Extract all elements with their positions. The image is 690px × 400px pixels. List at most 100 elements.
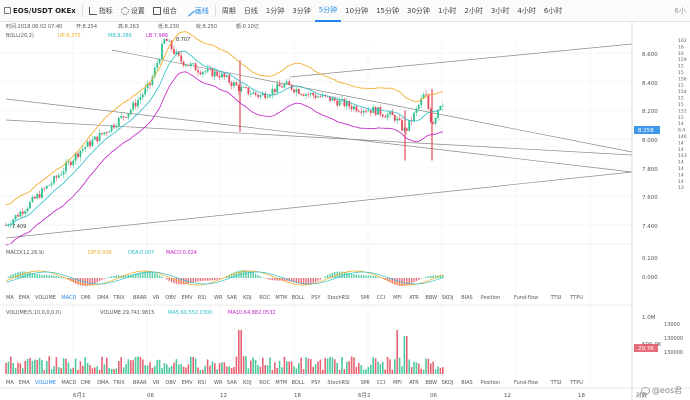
indicator-tab[interactable]: ATR <box>409 380 419 386</box>
indicator-tab[interactable]: BIAS <box>461 295 473 301</box>
period-more[interactable]: 6小 <box>674 6 686 15</box>
indicator-tab[interactable]: StochRSI <box>327 295 349 301</box>
indicator-tab[interactable]: Position <box>481 295 500 301</box>
indicator-tab[interactable]: EMV <box>182 380 193 386</box>
period-10m[interactable]: 10分钟 <box>345 6 369 15</box>
indicator-tab[interactable]: ROC <box>259 295 270 301</box>
indicator-tab[interactable]: BBW <box>425 380 437 386</box>
indicator-tab[interactable]: TRIX <box>112 380 125 386</box>
indicator-tab[interactable]: OBV <box>165 380 176 386</box>
indicator-tab[interactable]: TRIX <box>112 295 125 301</box>
indicator-tab[interactable]: StochRSI <box>327 380 349 386</box>
indicator-tab[interactable]: MFI <box>393 295 402 301</box>
indicator-tab-strip[interactable]: MA EMA VOLUME MACD DMI DMA TRIX BRAR VR OBV EMV RSI… <box>6 295 583 301</box>
indicator-tab[interactable]: Position <box>481 380 500 386</box>
indicator-tab[interactable]: SAR <box>227 380 238 386</box>
indicator-tab[interactable]: VOLUME <box>35 380 56 386</box>
volume-bar <box>53 366 55 374</box>
indicator-tab[interactable]: OBV <box>165 295 176 301</box>
period-30m[interactable]: 30分钟 <box>407 6 430 15</box>
indicator-tab[interactable]: EMA <box>19 295 30 301</box>
indicator-tab[interactable]: DMA <box>97 380 109 386</box>
indicator-tab[interactable]: BIAS <box>461 380 473 386</box>
indicator-tab[interactable]: SAR <box>227 295 238 301</box>
volume-bar <box>192 356 194 374</box>
macd-bar <box>370 275 372 278</box>
candle-body <box>393 115 396 121</box>
indicator-tab-strip[interactable]: MA EMA VOLUME MACD DMI DMA TRIX BRAR VR OBV EMV RSI… <box>6 380 583 386</box>
period-6h[interactable]: 6小时 <box>543 6 563 15</box>
indicator-tab[interactable]: MA <box>6 295 14 301</box>
pair-selector[interactable]: EOS/USDT OKEx <box>0 0 80 22</box>
indicator-tab[interactable]: DMA <box>97 295 109 301</box>
indicator-tab[interactable]: MACD <box>61 380 76 386</box>
indicator-tab[interactable]: BRAR <box>133 295 147 301</box>
indicator-tab[interactable]: WR <box>214 380 223 386</box>
macd-bar <box>36 274 38 278</box>
period-1m[interactable]: 1分钟 <box>265 6 285 15</box>
indicator-tab[interactable]: SMI <box>361 380 370 386</box>
indicator-tab[interactable]: RSI <box>198 295 206 301</box>
indicator-tab[interactable]: MTM <box>275 295 287 301</box>
price-tick: 8.000 <box>642 138 658 144</box>
indicator-tab[interactable]: CCI <box>377 295 385 301</box>
indicator-tab[interactable]: BBW <box>425 295 437 301</box>
indicator-tab[interactable]: Fund-flow <box>514 380 538 386</box>
indicator-tab[interactable]: BOLL <box>292 380 305 386</box>
indicator-tab[interactable]: VOLUME <box>35 295 56 301</box>
draw-line-button[interactable]: 画线 <box>181 0 213 22</box>
indicator-tab[interactable]: TTSI <box>550 380 562 386</box>
trend-line[interactable] <box>5 119 633 156</box>
period-3h[interactable]: 3小时 <box>490 6 510 15</box>
indicator-tab[interactable]: Fund-flow <box>514 295 538 301</box>
indicator-tab[interactable]: EMA <box>19 380 30 386</box>
indicator-tab[interactable]: DMI <box>81 295 91 301</box>
indicator-tab[interactable]: MFI <box>393 380 402 386</box>
settings-button[interactable]: 设置 <box>117 0 149 22</box>
period-4h[interactable]: 4小时 <box>517 6 536 15</box>
period-15m[interactable]: 15分钟 <box>376 6 400 15</box>
indicator-button[interactable]: 指标 <box>85 0 117 22</box>
macd-bar <box>298 278 300 284</box>
indicator-tab[interactable]: KDJ <box>243 380 252 386</box>
period-1h[interactable]: 1小时 <box>437 6 457 15</box>
indicator-tab[interactable]: ATR <box>409 295 419 301</box>
indicator-tab[interactable]: MTM <box>275 380 287 386</box>
indicator-tab[interactable]: VR <box>153 295 160 301</box>
indicator-tab[interactable]: TTPU <box>569 295 583 301</box>
candle-body <box>288 81 291 85</box>
trend-lines[interactable] <box>5 43 633 239</box>
indicator-tab[interactable]: MA <box>6 380 14 386</box>
indicator-tab[interactable]: SMI <box>361 295 370 301</box>
indicator-tab[interactable]: EMV <box>182 295 193 301</box>
trend-line[interactable] <box>289 43 633 78</box>
indicator-tab[interactable]: WR <box>214 295 223 301</box>
indicator-tab[interactable]: PSY <box>311 295 321 301</box>
indicator-tab[interactable]: DMI <box>81 380 91 386</box>
period-2h[interactable]: 2小时 <box>464 6 483 15</box>
indicator-tab[interactable]: SKDJ <box>442 380 454 386</box>
indicator-tab[interactable]: MACD <box>61 295 76 301</box>
candle-body <box>137 100 139 107</box>
chart-area[interactable]: 时间:2018.06.02 07:40 开:8.254 高:8.263 低:8.… <box>0 22 690 400</box>
indicator-tab[interactable]: KDJ <box>243 295 252 301</box>
trend-line[interactable] <box>5 171 633 239</box>
indicator-tab[interactable]: ROC <box>259 380 270 386</box>
combo-button[interactable]: 组合 <box>149 0 181 22</box>
indicator-tab[interactable]: BRAR <box>133 380 147 386</box>
indicator-tab[interactable]: TTPU <box>569 380 583 386</box>
period-5m[interactable]: 5分钟 <box>314 0 342 22</box>
trend-line[interactable] <box>111 49 633 153</box>
indicator-tab[interactable]: BOLL <box>292 295 305 301</box>
log-scale-toggle[interactable]: 对数 <box>636 391 648 399</box>
indicator-tab[interactable]: RSI <box>198 380 206 386</box>
period-3m[interactable]: 3分钟 <box>292 6 311 15</box>
indicator-tab[interactable]: VR <box>153 380 160 386</box>
indicator-tab[interactable]: PSY <box>311 380 321 386</box>
trend-line[interactable] <box>5 98 633 173</box>
period-day[interactable]: 日线 <box>243 6 258 15</box>
candle-body <box>93 136 96 140</box>
indicator-tab[interactable]: SKDJ <box>442 295 454 301</box>
indicator-tab[interactable]: CCI <box>377 380 385 386</box>
indicator-tab[interactable]: TTSI <box>550 295 562 301</box>
